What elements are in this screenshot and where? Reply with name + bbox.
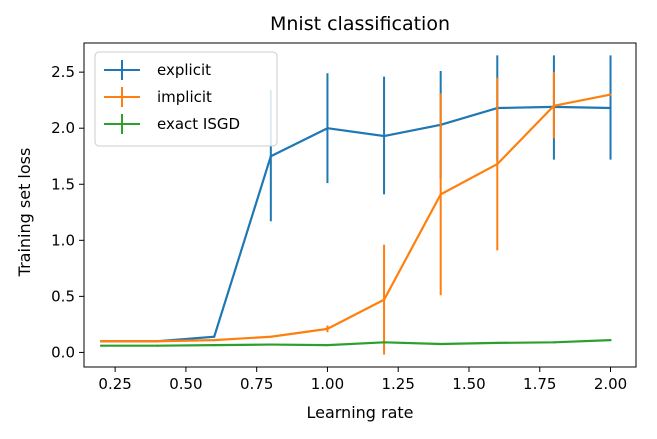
y-tick-label: 0.5 — [51, 287, 75, 305]
data-point — [156, 344, 159, 347]
data-point — [213, 344, 216, 347]
data-point — [99, 340, 103, 343]
x-tick-label: 0.50 — [169, 375, 202, 393]
plot-area: 0.25 0.50 0.75 1.00 1.25 1.50 1.75 2.00 0.0 0.5 1.… — [51, 42, 637, 393]
data-point — [496, 162, 499, 166]
legend-item: exact ISGD — [104, 114, 240, 134]
x-tick-label: 1.00 — [311, 375, 344, 393]
data-point — [382, 298, 386, 301]
series-line — [100, 105, 611, 343]
data-point — [269, 155, 272, 158]
legend-box — [94, 51, 278, 147]
y-axis-label: Training set loss — [15, 148, 34, 278]
legend: explicit implicit exact ISGD — [94, 51, 278, 147]
x-tick-label: 0.75 — [240, 375, 273, 393]
y-tick-label: 1.5 — [51, 175, 75, 193]
data-point — [382, 134, 386, 138]
legend-label: explicit — [157, 61, 211, 79]
data-point — [156, 340, 159, 343]
legend-label: exact ISGD — [157, 115, 240, 133]
data-point — [213, 335, 216, 338]
data-point — [326, 327, 329, 330]
chart-title: Mnist classification — [270, 13, 450, 35]
x-tick-label: 1.25 — [382, 375, 415, 393]
data-point — [213, 338, 216, 342]
legend-item: implicit — [104, 87, 212, 107]
y-tick-label: 2.5 — [51, 63, 75, 81]
series-line — [100, 338, 611, 347]
x-axis-label: Learning rate — [306, 403, 413, 422]
data-point — [439, 342, 442, 346]
data-point — [609, 106, 612, 110]
series-implicit — [99, 72, 612, 355]
data-point — [269, 335, 272, 338]
legend-item: explicit — [104, 60, 211, 80]
data-point — [326, 127, 329, 130]
legend-label: implicit — [157, 88, 212, 106]
data-point — [609, 338, 612, 342]
data-point — [609, 93, 612, 96]
data-point — [99, 344, 103, 347]
x-tick-label: 1.75 — [523, 375, 556, 393]
x-tick-label: 0.25 — [98, 375, 131, 393]
data-point — [439, 193, 442, 196]
data-point — [552, 341, 556, 344]
data-point — [269, 343, 272, 346]
data-point — [552, 104, 556, 107]
y-tick-label: 0.0 — [51, 343, 75, 361]
y-tick-label: 1.0 — [51, 231, 75, 249]
data-point — [326, 344, 329, 347]
x-tick-label: 2.00 — [594, 375, 627, 393]
x-tick-label: 1.50 — [452, 375, 485, 393]
series-line — [100, 93, 611, 343]
series-exact-isgd — [99, 338, 612, 347]
y-tick-label: 2.0 — [51, 119, 75, 137]
data-point — [496, 341, 499, 344]
data-point — [382, 341, 386, 344]
axes-frame — [83, 42, 637, 368]
